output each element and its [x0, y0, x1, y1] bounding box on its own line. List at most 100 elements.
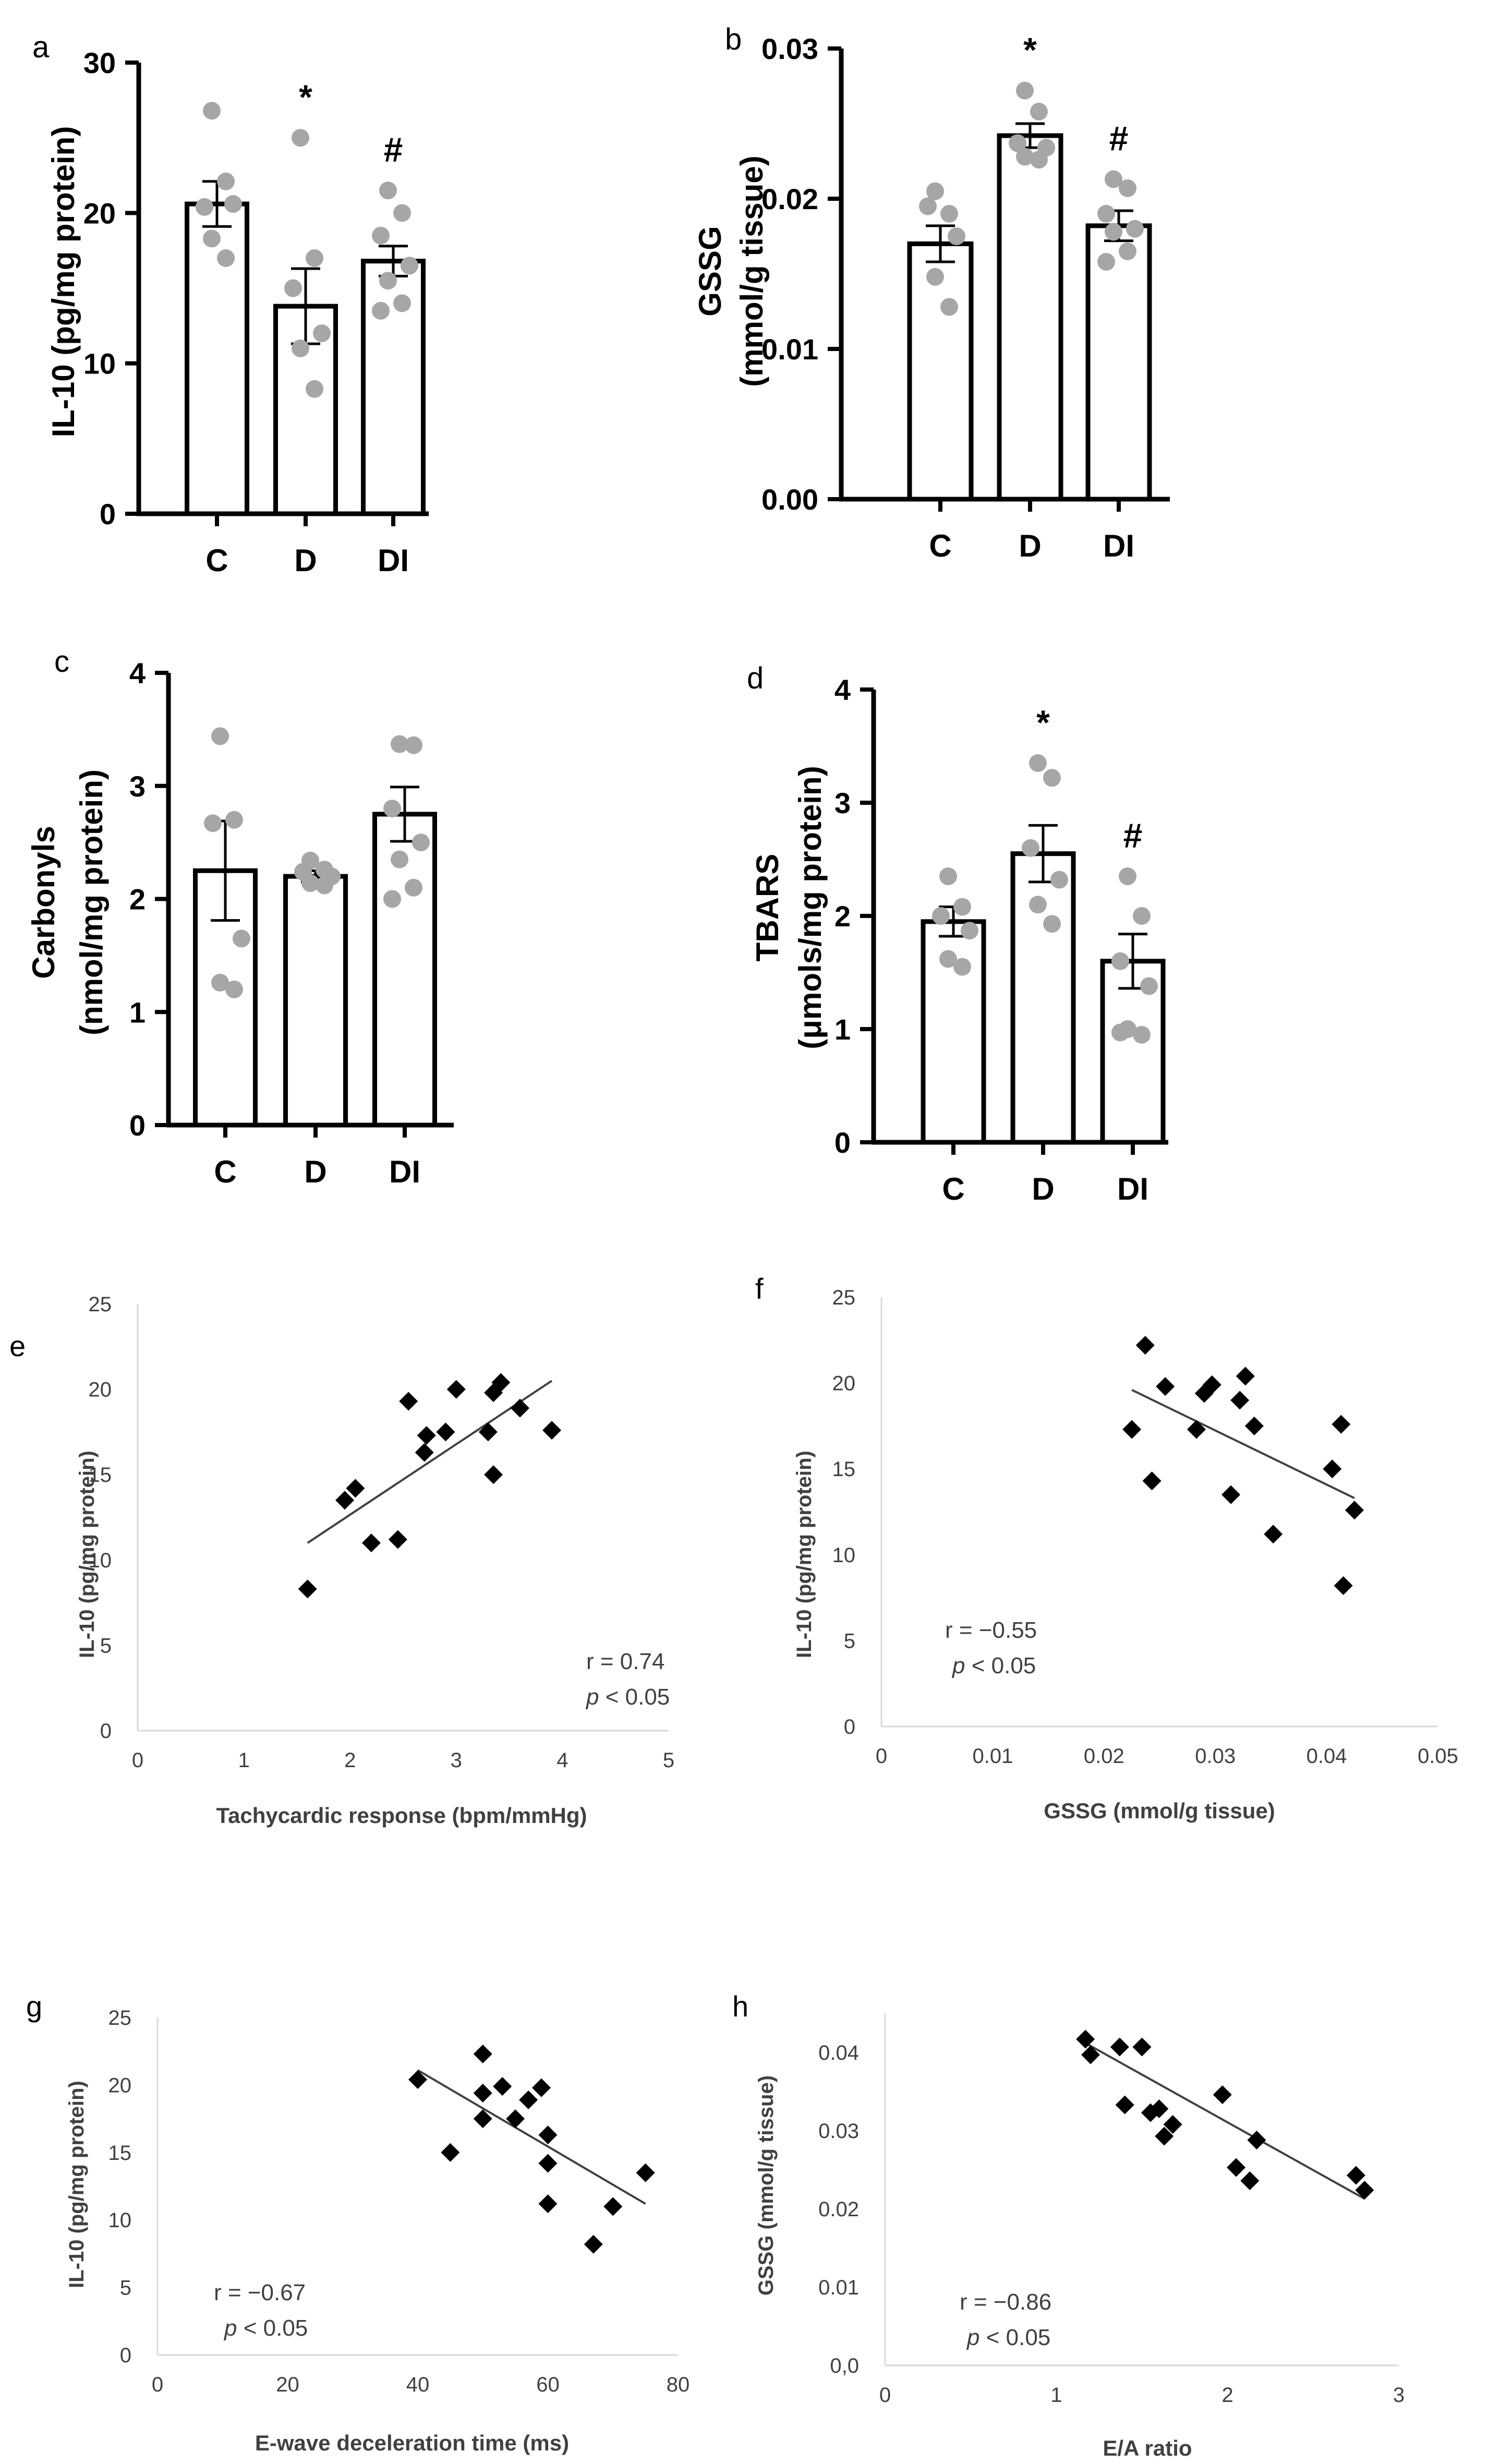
scatter-plot-g: 0 20 40 60 80 0 5 10 15 20 25 [108, 2007, 690, 2396]
data-point [1016, 148, 1034, 166]
data-point [1050, 871, 1068, 889]
significance-marker: # [1123, 816, 1143, 855]
data-point [203, 102, 221, 120]
data-point [940, 298, 958, 316]
x-tick-label: C [929, 528, 951, 563]
x-tick-label: 0.03 [1195, 1745, 1236, 1768]
y-tick-label: 15 [108, 2142, 132, 2165]
scatter-point [388, 1530, 407, 1549]
panel-label-f: f [755, 1272, 764, 1305]
scatter-point [1155, 2127, 1174, 2146]
data-point [313, 324, 331, 342]
x-tick-label: 2 [344, 1749, 356, 1772]
y-tick-label: 0.02 [818, 2198, 859, 2221]
scatter-point [1150, 2099, 1169, 2118]
scatter-point [1163, 2115, 1182, 2134]
data-point [401, 257, 418, 275]
y-tick-label: 0.00 [761, 483, 818, 516]
y-tick-label: 25 [108, 2007, 132, 2030]
data-point [306, 249, 323, 267]
y-tick-label: 0 [100, 1720, 112, 1743]
scatter-point [346, 1479, 365, 1498]
scatter-point [538, 2125, 558, 2145]
y-tick-label: 0 [120, 2344, 131, 2367]
data-point [1029, 896, 1047, 914]
data-point [1140, 977, 1158, 995]
y-axis-label-e: IL-10 (pg/mg protein) [76, 1451, 99, 1658]
scatter-point [1247, 2131, 1266, 2149]
data-point [926, 182, 944, 200]
y-axis-label-h: GSSG (mmol/g tissue) [755, 2075, 778, 2296]
panel-c: c Carbonyls (nmol/mg protein) C D DI 0 1 2 3 4 [26, 645, 454, 1189]
y-tick-label: 4 [834, 673, 851, 706]
scatter-point [1110, 2037, 1129, 2057]
panel-label-g: g [26, 1990, 42, 2023]
panel-label-b: b [725, 22, 742, 56]
bar-DI [361, 259, 426, 516]
scatter-point [1221, 1485, 1241, 1504]
y-tick-label: 0.04 [818, 2042, 859, 2064]
y-axis-label-a: IL-10 (pg/mg protein) [46, 126, 81, 438]
data-point [196, 198, 213, 216]
scatter-point [473, 2083, 492, 2103]
x-tick-label: D [304, 1154, 326, 1189]
y-tick-label: 10 [108, 2209, 132, 2232]
data-point [1105, 223, 1122, 241]
scatter-point [335, 1491, 355, 1510]
panel-a: a IL-10 (pg/mg protein) C * D # DI 0 10 20 30 [32, 30, 429, 578]
trendline [417, 2069, 646, 2205]
y-tick-label: 3 [129, 770, 146, 803]
y-tick-label: 0,0 [830, 2354, 859, 2377]
data-point [412, 834, 430, 852]
scatter-point [519, 2090, 538, 2109]
x-axis-label-g: E-wave deceleration time (ms) [255, 2431, 569, 2455]
y-tick-label: 10 [832, 1544, 856, 1567]
data-point [393, 294, 411, 312]
y-axis-label-d-unit: (μmols/mg protein) [793, 766, 828, 1049]
y-tick-label: 2 [129, 883, 146, 916]
data-point [1119, 867, 1136, 886]
scatter-point [417, 1426, 436, 1445]
data-point [1105, 170, 1122, 188]
data-point [926, 268, 944, 286]
x-tick-label: DI [1103, 528, 1134, 563]
scatter-point [441, 2143, 460, 2162]
data-point [224, 195, 242, 213]
x-tick-label: 2 [1222, 2384, 1233, 2407]
bar-C [185, 201, 249, 516]
data-point [379, 272, 397, 290]
scatter-point [436, 1422, 455, 1442]
y-axis-label-b-unit: (mmol/g tissue) [734, 155, 769, 386]
data-point [217, 249, 235, 267]
annotation-p-f: p < 0.05 [951, 1653, 1036, 1678]
scatter-point [446, 1380, 466, 1399]
x-tick-label: C [942, 1171, 964, 1206]
data-point [939, 950, 957, 968]
data-point [1111, 952, 1129, 970]
y-tick-label: 0.02 [761, 183, 818, 215]
data-point [953, 958, 971, 976]
data-point [1097, 204, 1115, 223]
scatter-point [484, 1465, 503, 1484]
scatter-point [493, 2076, 512, 2096]
y-tick-label: 25 [89, 1293, 112, 1316]
y-tick-label: 0.01 [818, 2276, 859, 2299]
y-tick-label: 20 [89, 1379, 112, 1402]
data-point [1022, 839, 1039, 857]
y-tick-label: 0 [100, 498, 116, 530]
scatter-plot-f: 0 0.01 0.02 0.03 0.04 0.05 0 5 10 15 20 25 [832, 1286, 1458, 1768]
data-point [919, 197, 937, 215]
data-point [1126, 220, 1144, 238]
data-point [211, 973, 229, 992]
x-tick-label: DI [1117, 1171, 1148, 1206]
scatter-point [636, 2163, 655, 2182]
x-tick-label: 5 [663, 1749, 674, 1772]
x-tick-label: 0.01 [972, 1745, 1013, 1768]
scatter-point [1202, 1375, 1221, 1394]
data-point [391, 850, 408, 868]
scatter-point [1081, 2045, 1100, 2064]
data-point [948, 227, 965, 245]
scatter-point [1142, 1471, 1162, 1491]
scatter-point [415, 1443, 434, 1462]
